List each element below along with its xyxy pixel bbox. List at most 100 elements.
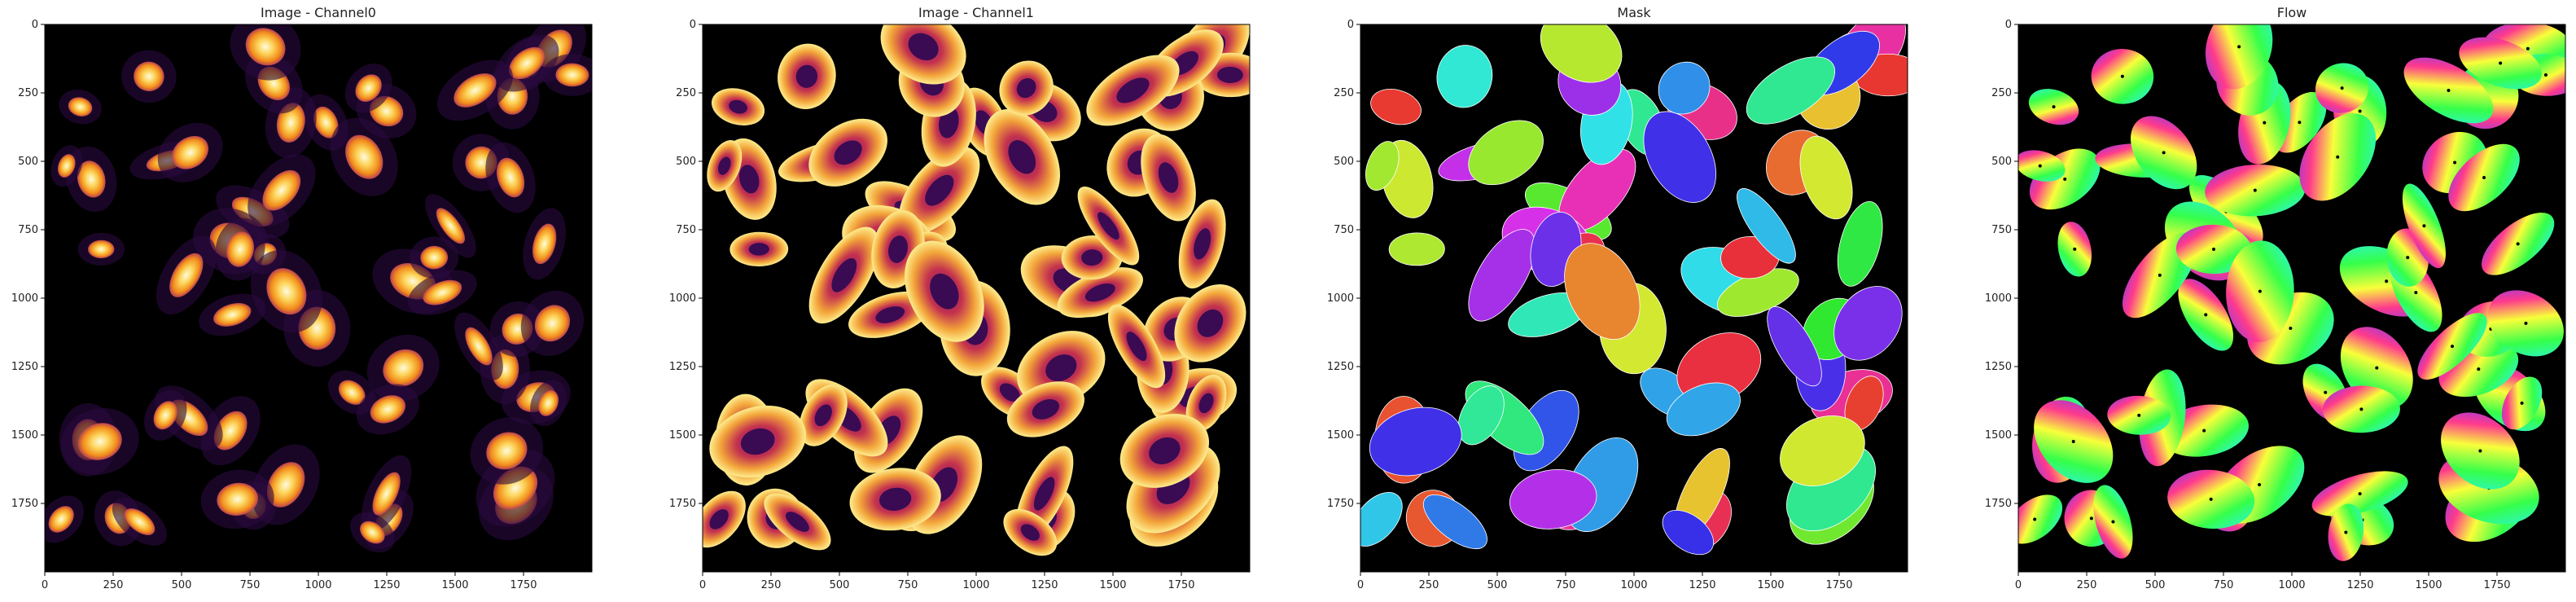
flow-center bbox=[2359, 407, 2363, 411]
flow-center bbox=[2499, 61, 2502, 64]
x-tick-label: 1250 bbox=[373, 579, 400, 591]
y-tick-label: 250 bbox=[676, 87, 696, 99]
y-tick-label: 750 bbox=[1991, 224, 2012, 236]
flow-center bbox=[2052, 105, 2056, 108]
flow-center bbox=[2212, 248, 2215, 251]
y-tick-label: 750 bbox=[676, 224, 696, 236]
flow-center bbox=[2478, 449, 2482, 452]
flow-center bbox=[2336, 156, 2339, 159]
y-tick-label: 250 bbox=[1334, 87, 1354, 99]
x-tick-label: 500 bbox=[1487, 579, 1508, 591]
flow-center bbox=[2263, 121, 2266, 125]
flow-center bbox=[2544, 73, 2548, 77]
x-tick-label: 1000 bbox=[304, 579, 331, 591]
flow-center bbox=[2341, 86, 2344, 90]
flow-center bbox=[2237, 45, 2241, 48]
y-tick-label: 1750 bbox=[669, 498, 696, 510]
flow-center bbox=[2033, 517, 2036, 521]
flow-center bbox=[2039, 165, 2042, 168]
flow-center bbox=[2289, 327, 2292, 330]
panel-nuclei: 0 250 500 750 1000 1250 1500 1750 0 250 500 750 1000… bbox=[11, 0, 602, 591]
y-tick-label: 0 bbox=[32, 19, 38, 31]
x-tick-label: 250 bbox=[1419, 579, 1439, 591]
flow-center bbox=[2254, 189, 2257, 192]
y-tick-label: 0 bbox=[2005, 19, 2012, 31]
flow-center bbox=[2414, 291, 2417, 294]
x-tick-label: 1750 bbox=[2483, 579, 2510, 591]
flow-center bbox=[2258, 483, 2261, 486]
x-tick-label: 1250 bbox=[1031, 579, 1058, 591]
y-tick-label: 0 bbox=[690, 19, 696, 31]
y-tick-label: 1750 bbox=[11, 498, 38, 510]
mask-region bbox=[1389, 232, 1445, 266]
flow-center bbox=[2526, 47, 2530, 51]
y-tick-label: 750 bbox=[18, 224, 38, 236]
flow-center bbox=[2298, 121, 2301, 124]
x-tick-label: 750 bbox=[2214, 579, 2234, 591]
y-tick-label: 500 bbox=[1334, 156, 1354, 168]
x-tick-label: 0 bbox=[1357, 579, 1364, 591]
flow-center bbox=[2451, 345, 2454, 348]
flow-center bbox=[2359, 492, 2362, 495]
y-tick-label: 1750 bbox=[1985, 498, 2012, 510]
flow-center bbox=[2453, 161, 2456, 165]
flow-center bbox=[2111, 521, 2114, 524]
x-tick-label: 1500 bbox=[1757, 579, 1784, 591]
y-tick-label: 500 bbox=[18, 156, 38, 168]
y-tick-label: 1000 bbox=[1327, 292, 1354, 305]
flow-center bbox=[2121, 75, 2124, 78]
x-tick-label: 1000 bbox=[962, 579, 989, 591]
flow-center bbox=[2344, 531, 2347, 534]
x-tick-label: 1000 bbox=[2278, 579, 2305, 591]
flow-center bbox=[2202, 429, 2206, 433]
x-tick-label: 750 bbox=[1556, 579, 1576, 591]
flow-center bbox=[2521, 402, 2524, 405]
y-tick-label: 750 bbox=[1334, 224, 1354, 236]
y-tick-label: 250 bbox=[1991, 87, 2012, 99]
flow-center bbox=[2482, 176, 2486, 179]
y-tick-label: 1500 bbox=[1327, 429, 1354, 442]
flow-center bbox=[2517, 242, 2520, 245]
y-tick-label: 500 bbox=[1991, 156, 2012, 168]
flow-center bbox=[2447, 89, 2450, 92]
flow-center bbox=[2090, 516, 2093, 520]
x-tick-label: 0 bbox=[42, 579, 48, 591]
y-tick-label: 1250 bbox=[1327, 361, 1354, 373]
y-tick-label: 1500 bbox=[11, 429, 38, 442]
x-tick-label: 500 bbox=[830, 579, 850, 591]
x-tick-label: 1000 bbox=[1620, 579, 1647, 591]
y-tick-label: 1250 bbox=[1985, 361, 2012, 373]
flow-center bbox=[2406, 256, 2409, 259]
flow-center bbox=[2385, 279, 2388, 283]
flow-center bbox=[2477, 367, 2480, 371]
x-tick-label: 1750 bbox=[1168, 579, 1194, 591]
x-tick-label: 500 bbox=[2145, 579, 2166, 591]
x-tick-label: 1500 bbox=[2415, 579, 2442, 591]
x-tick-label: 250 bbox=[761, 579, 782, 591]
x-tick-label: 1750 bbox=[510, 579, 537, 591]
panel-cyto: 0 250 500 750 1000 1250 1500 175002505007501000… bbox=[669, 0, 1268, 591]
flow-center bbox=[2258, 290, 2262, 293]
flow-center bbox=[2204, 313, 2207, 316]
x-tick-label: 0 bbox=[2015, 579, 2022, 591]
y-tick-label: 1500 bbox=[1985, 429, 2012, 442]
y-tick-label: 1250 bbox=[11, 361, 38, 373]
x-tick-label: 1500 bbox=[441, 579, 468, 591]
flow-center bbox=[2072, 440, 2075, 443]
x-tick-label: 1750 bbox=[1825, 579, 1852, 591]
flow-center bbox=[2162, 151, 2166, 154]
flow-center bbox=[2063, 178, 2066, 181]
y-tick-label: 250 bbox=[18, 87, 38, 99]
flow-center bbox=[2524, 322, 2527, 325]
x-tick-label: 0 bbox=[699, 579, 706, 591]
flow-center bbox=[2324, 391, 2327, 394]
flow-center bbox=[2137, 414, 2140, 417]
x-tick-label: 250 bbox=[103, 579, 124, 591]
flow-center bbox=[2422, 224, 2425, 227]
flow-center bbox=[2359, 110, 2362, 113]
panel-mask: 0 250 500 750 1000 1250 1500 1750 0 250 500 750 1000… bbox=[1327, 0, 1924, 591]
y-tick-label: 1250 bbox=[669, 361, 696, 373]
y-tick-label: 1500 bbox=[669, 429, 696, 442]
x-tick-label: 250 bbox=[2077, 579, 2097, 591]
